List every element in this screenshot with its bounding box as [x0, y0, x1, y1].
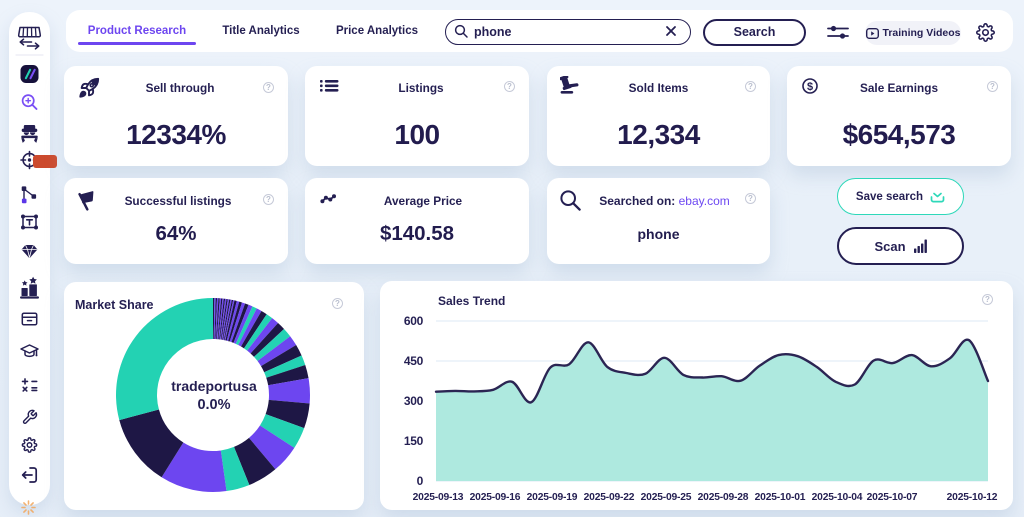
- svg-text:2025-10-12: 2025-10-12: [947, 492, 998, 503]
- svg-text:2025-09-22: 2025-09-22: [584, 492, 635, 503]
- svg-text:2025-09-13: 2025-09-13: [413, 492, 464, 503]
- svg-text:600: 600: [404, 314, 424, 328]
- svg-text:2025-10-04: 2025-10-04: [812, 492, 863, 503]
- svg-text:2025-10-01: 2025-10-01: [755, 492, 806, 503]
- svg-text:450: 450: [404, 354, 424, 368]
- svg-text:2025-09-19: 2025-09-19: [527, 492, 578, 503]
- svg-text:150: 150: [404, 434, 424, 448]
- svg-text:2025-09-25: 2025-09-25: [641, 492, 692, 503]
- svg-text:2025-10-07: 2025-10-07: [867, 492, 918, 503]
- svg-text:$: $: [807, 81, 813, 93]
- svg-text:2025-09-28: 2025-09-28: [698, 492, 749, 503]
- svg-text:300: 300: [404, 394, 424, 408]
- svg-text:0: 0: [417, 474, 424, 488]
- svg-text:2025-09-16: 2025-09-16: [470, 492, 521, 503]
